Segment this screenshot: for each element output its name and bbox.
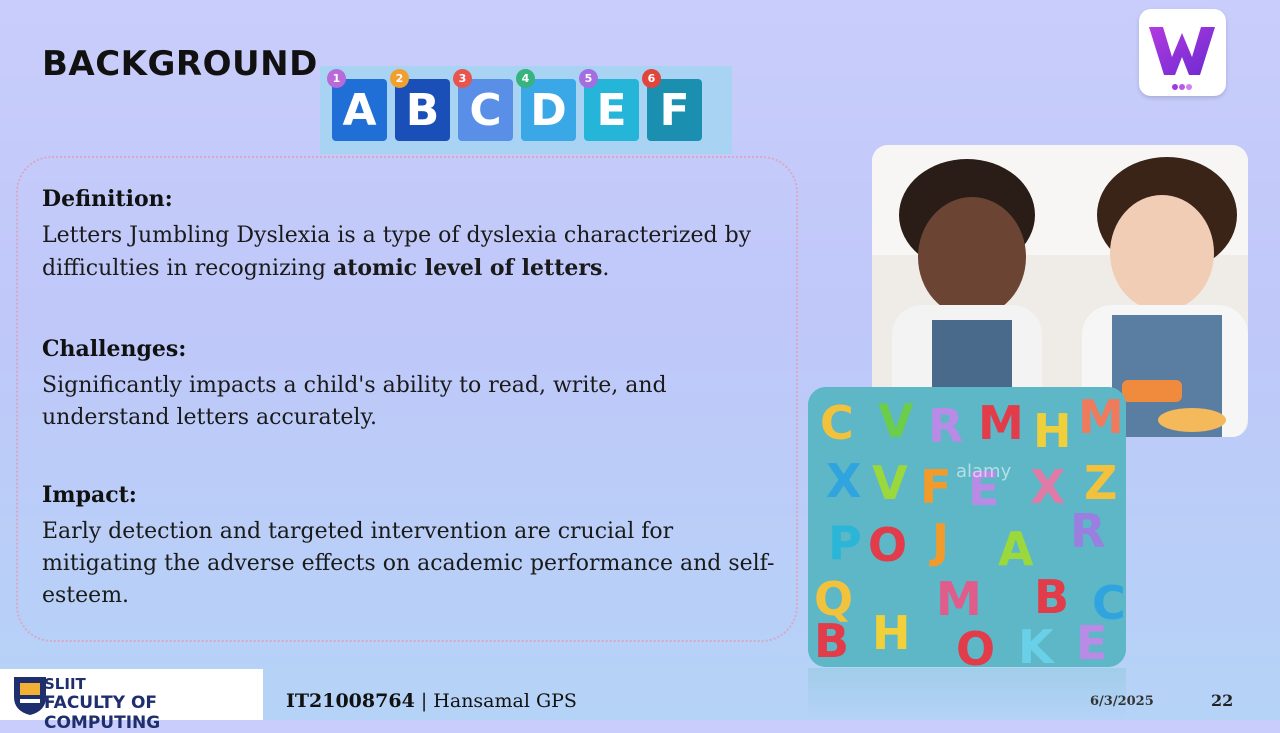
w-logo-icon <box>1149 27 1215 90</box>
content-panel <box>16 156 798 642</box>
svg-text:E: E <box>968 462 999 516</box>
sliit-text: SLIIT <box>44 675 86 693</box>
footer-date: 6/3/2025 <box>1090 694 1154 709</box>
block-letter: C <box>469 84 502 136</box>
svg-text:E: E <box>1076 616 1107 667</box>
faculty-text: FACULTY OF COMPUTING <box>44 693 161 733</box>
challenges-section: Challenges: Significantly impacts a chil… <box>42 336 782 434</box>
definition-text: Letters Jumbling Dyslexia is a type of d… <box>42 223 752 281</box>
svg-text:O: O <box>956 622 995 667</box>
svg-text:H: H <box>872 606 911 660</box>
watermark-text: alamy <box>956 461 1012 482</box>
author-name: Hansamal GPS <box>433 690 577 712</box>
svg-text:M: M <box>978 396 1024 450</box>
colorful-letters-photo: C V R M H M X V F E X Z P O J A R Q M B … <box>808 387 1126 667</box>
challenges-heading: Challenges: <box>42 336 187 362</box>
svg-text:A: A <box>998 522 1034 576</box>
svg-text:K: K <box>1018 620 1056 667</box>
letter-number-badge: 5 <box>579 69 598 88</box>
impact-section: Impact: Early detection and targeted int… <box>42 482 782 612</box>
impact-heading: Impact: <box>42 482 137 508</box>
svg-text:X: X <box>1030 460 1065 514</box>
sliit-crest-icon <box>14 677 46 715</box>
svg-text:R: R <box>1070 504 1105 558</box>
letter-number-badge: 2 <box>390 69 409 88</box>
page-number: 22 <box>1211 691 1234 710</box>
svg-text:V: V <box>872 456 908 510</box>
svg-text:F: F <box>920 460 951 514</box>
svg-text:C: C <box>820 396 854 450</box>
impact-text: Early detection and targeted interventio… <box>42 519 775 608</box>
student-id: IT21008764 <box>286 690 415 712</box>
definition-emphasis: atomic level of letters <box>332 255 603 281</box>
svg-text:O: O <box>868 518 907 572</box>
block-letter: F <box>659 84 690 136</box>
svg-text:H: H <box>1033 404 1072 458</box>
challenges-text: Significantly impacts a child's ability … <box>42 373 667 430</box>
svg-text:B: B <box>1034 570 1069 624</box>
block-letter: E <box>596 84 627 136</box>
letter-number-badge: 3 <box>453 69 472 88</box>
svg-text:C: C <box>1092 576 1126 630</box>
app-logo <box>1139 9 1226 96</box>
svg-text:Q: Q <box>814 572 853 626</box>
svg-text:Z: Z <box>1084 456 1117 510</box>
letter-number-badge: 1 <box>327 69 346 88</box>
letter-number-badge: 6 <box>642 69 661 88</box>
svg-text:R: R <box>928 399 963 453</box>
letter-number-badge: 4 <box>516 69 535 88</box>
svg-text:M: M <box>1078 390 1124 444</box>
svg-text:X: X <box>826 454 861 508</box>
definition-heading: Definition: <box>42 186 173 212</box>
svg-text:J: J <box>929 514 949 568</box>
svg-text:P: P <box>828 516 862 570</box>
svg-text:V: V <box>878 394 914 448</box>
sliit-logo: SLIIT FACULTY OF COMPUTING <box>0 669 263 733</box>
block-letter: A <box>342 84 377 136</box>
block-letter: D <box>530 84 567 136</box>
block-letter: B <box>405 84 440 136</box>
footer-author: IT21008764 | Hansamal GPS <box>286 690 577 712</box>
svg-text:B: B <box>814 614 849 667</box>
photo-reflection <box>808 668 1126 720</box>
svg-text:M: M <box>936 572 982 626</box>
slide-title: BACKGROUND <box>42 44 318 84</box>
definition-section: Definition: Letters Jumbling Dyslexia is… <box>42 186 782 285</box>
